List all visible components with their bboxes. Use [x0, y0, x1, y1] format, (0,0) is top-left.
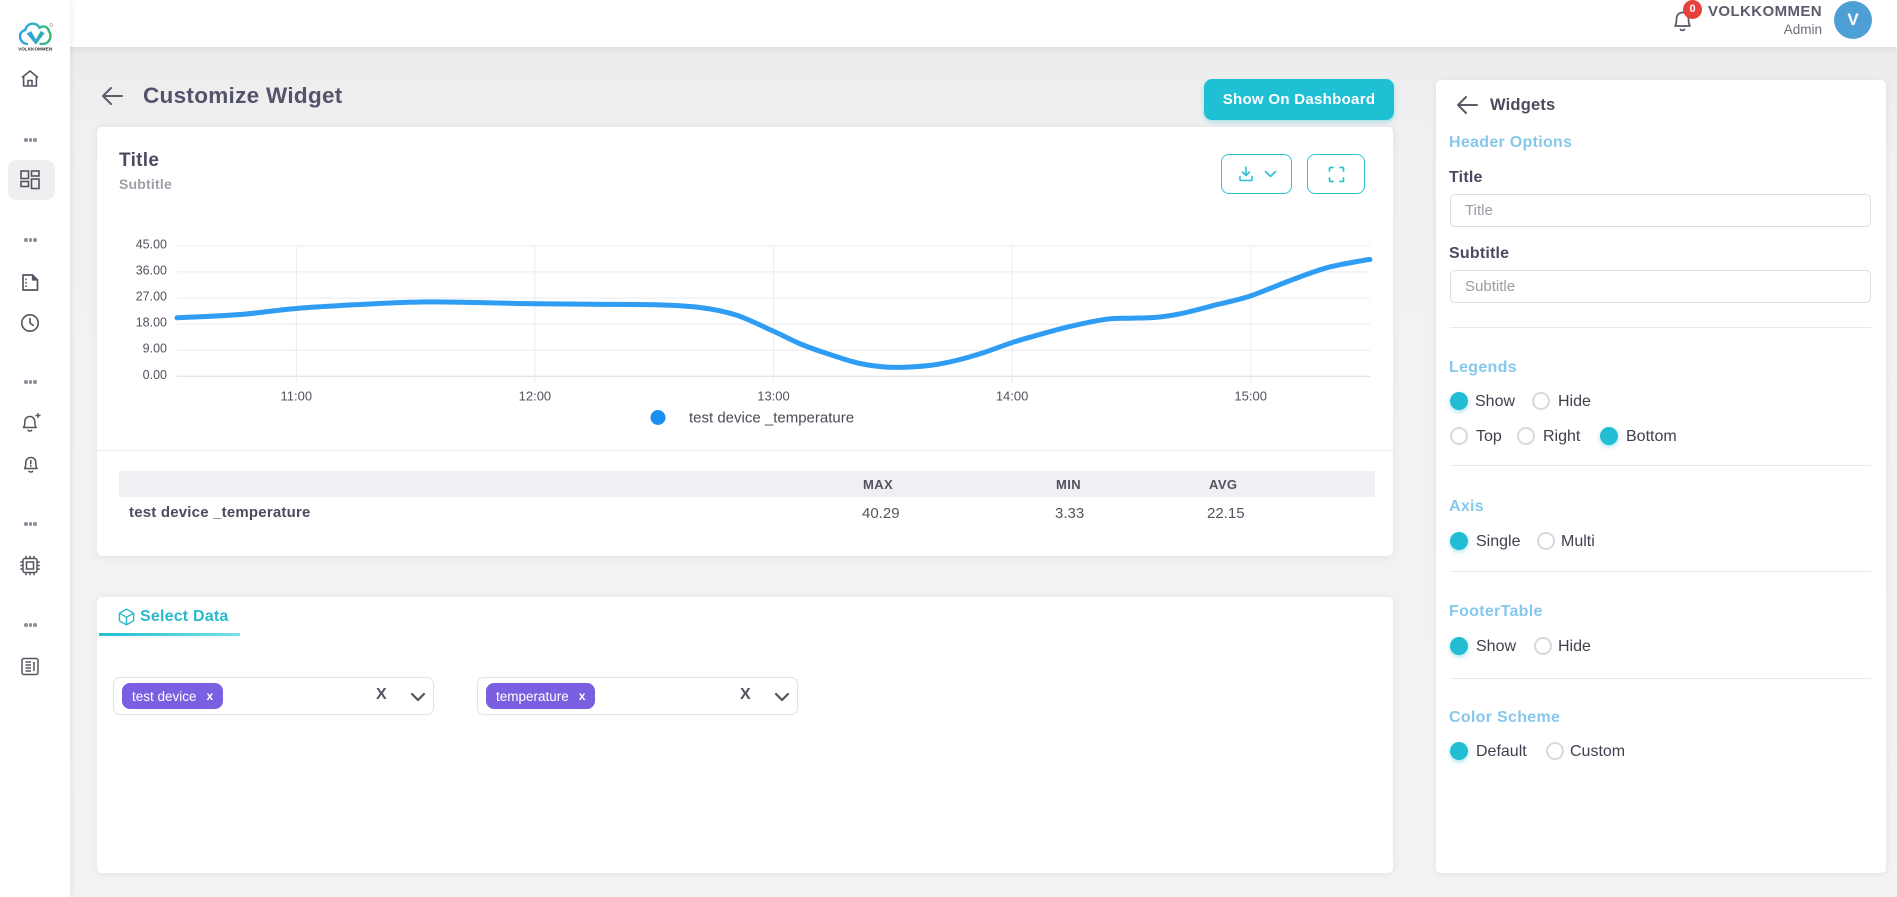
svg-text:9.00: 9.00 — [143, 342, 167, 356]
svg-text:27.00: 27.00 — [136, 290, 167, 304]
svg-text:14:00: 14:00 — [996, 389, 1029, 404]
svg-text:VOLKKOMMEN: VOLKKOMMEN — [18, 47, 52, 52]
svg-text:45.00: 45.00 — [136, 237, 167, 251]
svg-text:11:00: 11:00 — [281, 389, 313, 404]
svg-text:test device _temperature: test device _temperature — [689, 410, 854, 427]
svg-text:36.00: 36.00 — [136, 263, 167, 277]
svg-text:13:00: 13:00 — [757, 389, 790, 404]
svg-text:15:00: 15:00 — [1234, 389, 1267, 404]
svg-text:12:00: 12:00 — [519, 389, 552, 404]
svg-text:0.00: 0.00 — [143, 368, 167, 382]
svg-text:18.00: 18.00 — [136, 316, 167, 330]
